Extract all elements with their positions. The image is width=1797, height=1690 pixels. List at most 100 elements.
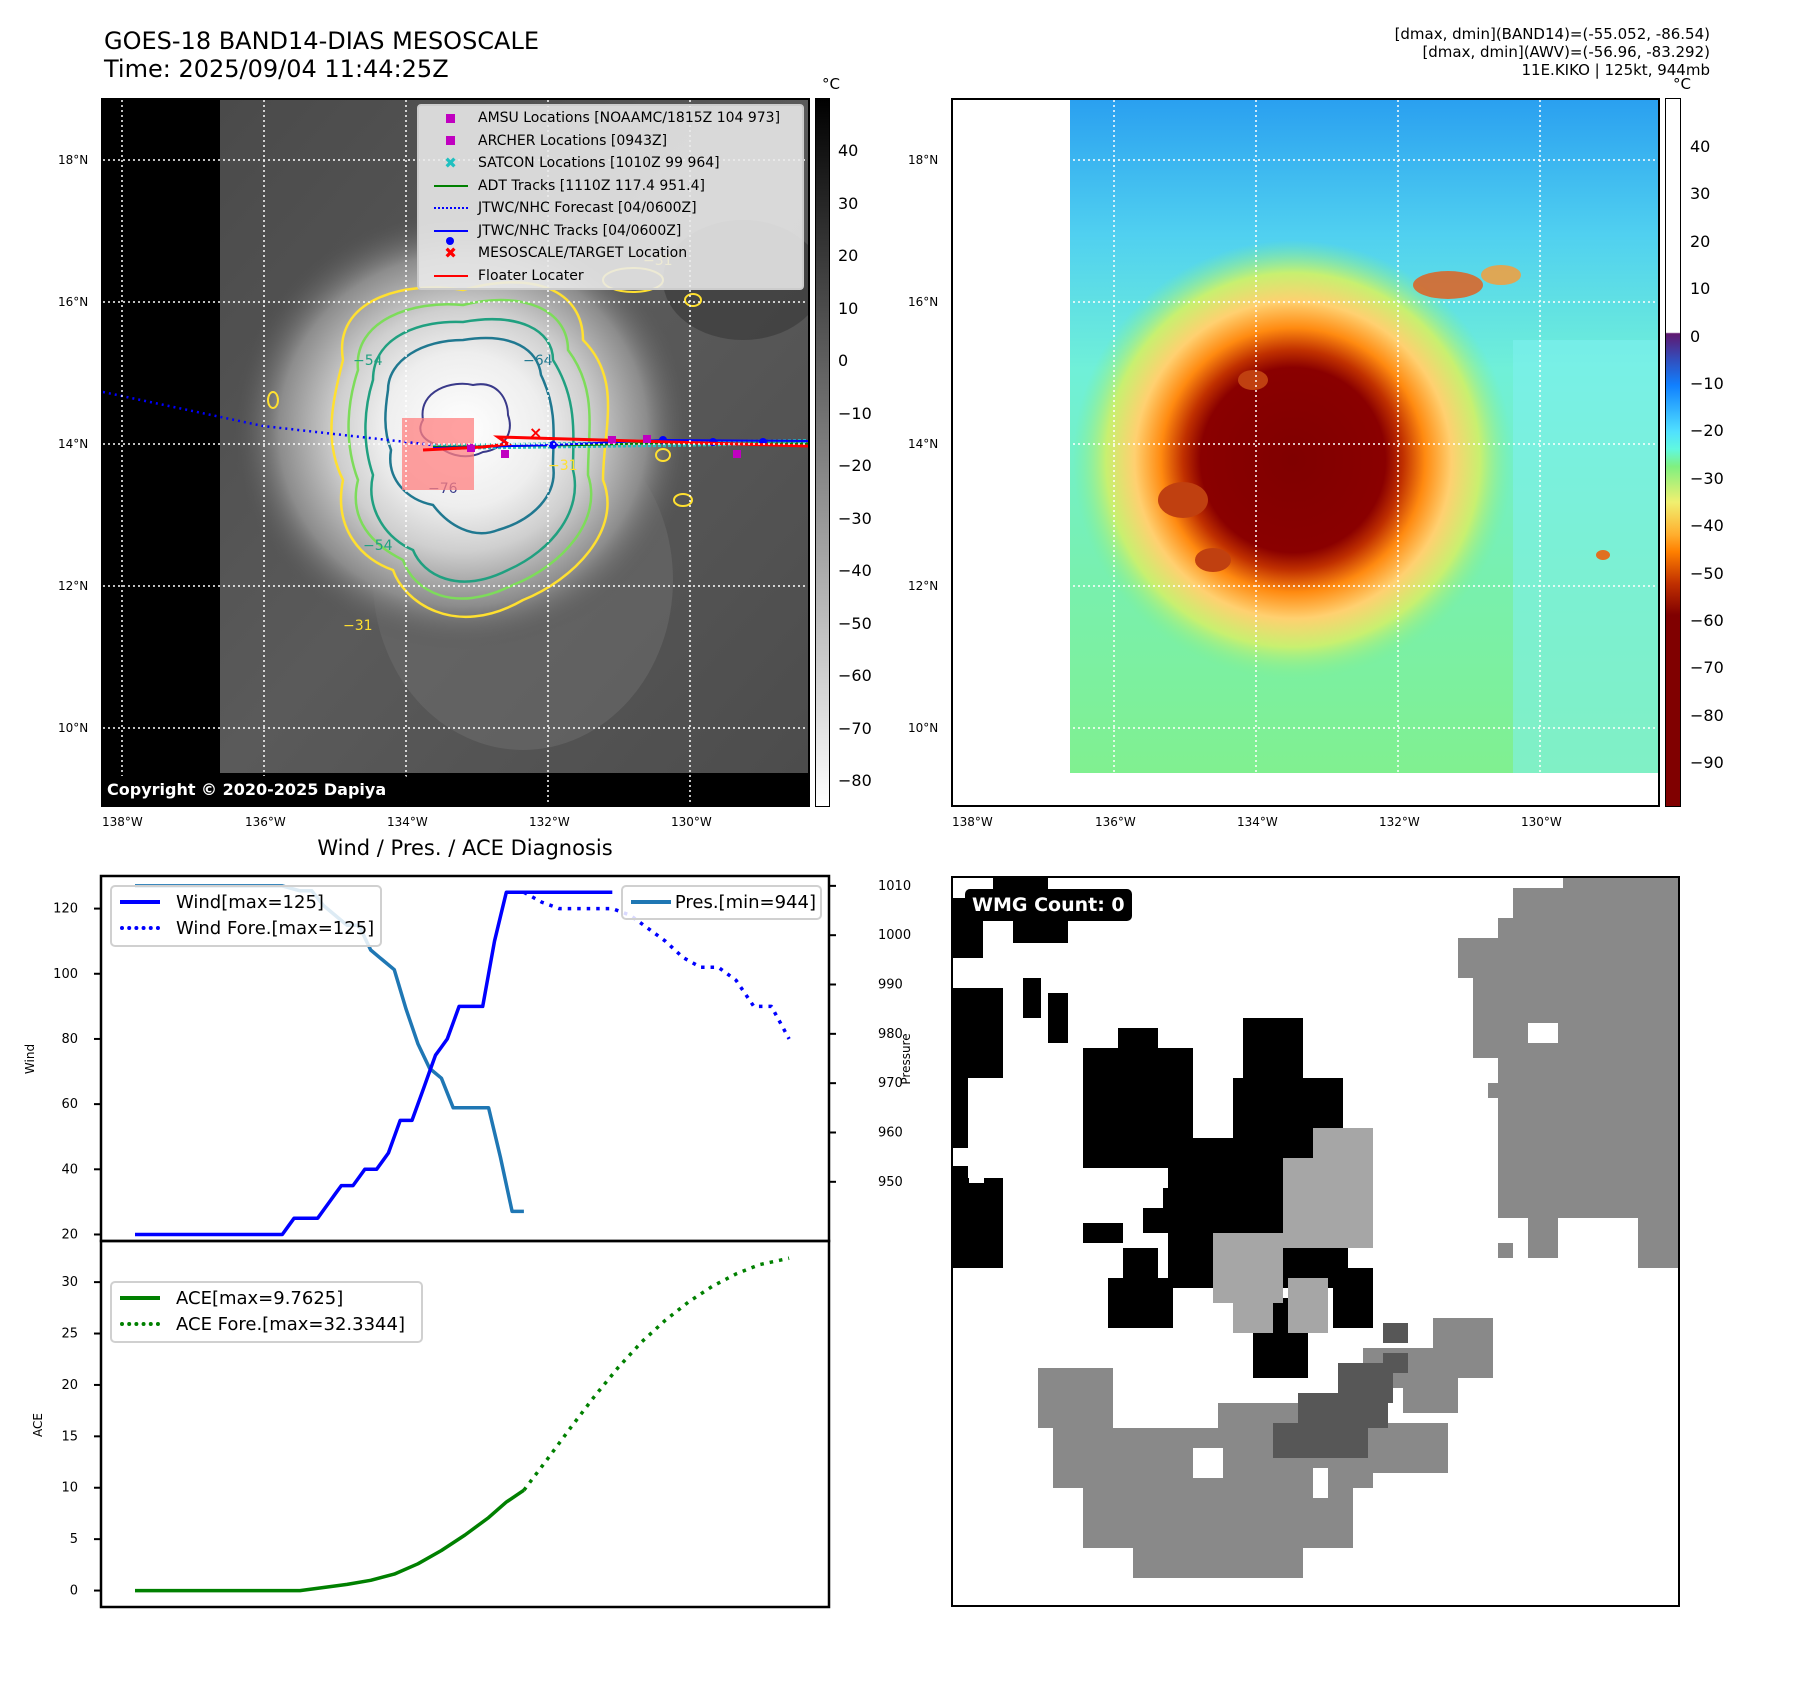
awv-map-panel — [951, 98, 1660, 807]
colorbar-tick-label: −10 — [1690, 374, 1724, 393]
line-icon — [433, 184, 468, 187]
colorbar-tick-label: 40 — [1690, 137, 1711, 156]
legend-item-wind-forecast: Wind Fore.[max=125] — [116, 915, 376, 941]
legend-item-ace-forecast: ACE Fore.[max=32.3344] — [116, 1311, 417, 1337]
lon-tick: 138°W — [952, 815, 993, 829]
ace-tick-label: 5 — [70, 1532, 78, 1547]
contour-label: −54 — [353, 353, 383, 369]
floater-box — [402, 418, 474, 490]
lon-tick: 132°W — [529, 815, 570, 829]
ace-plot-frame — [99, 1239, 831, 1609]
x-marker-icon: ✖ — [444, 154, 457, 173]
legend-item-wind: Wind[max=125] — [116, 889, 376, 915]
colorbar-unit: °C — [1673, 75, 1691, 93]
contour-minus64 — [384, 336, 555, 535]
colorbar-tick-label: 30 — [1690, 184, 1711, 204]
wind-tick-label: 20 — [61, 1227, 78, 1242]
wind-series-line — [135, 890, 613, 1237]
colorbar-tick-label: −40 — [1690, 516, 1724, 536]
storm-info-text: 11E.KIKO | 125kt, 944mb — [1521, 61, 1710, 79]
contour-minus54-outer — [347, 298, 593, 600]
colorbar-tick-label: −50 — [838, 613, 872, 633]
colorbar-tick-label: −20 — [1690, 421, 1724, 441]
lon-tick: 130°W — [1521, 815, 1562, 829]
legend-item-archer: ARCHER Locations [0943Z] — [423, 130, 798, 153]
lat-tick: 10°N — [908, 721, 939, 735]
legend-item-jtwc-forecast: JTWC/NHC Forecast [04/0600Z] — [423, 197, 798, 220]
lat-tick: 14°N — [908, 437, 939, 451]
lon-tick: 134°W — [387, 815, 428, 829]
line-icon — [120, 900, 160, 904]
colorbar-tick-label: −40 — [838, 561, 872, 580]
legend-item-amsu: AMSU Locations [NOAAMC/1815Z 104 973] — [423, 107, 798, 130]
band14-map-panel: −31 −54 −64 −76 −31 −54 −31 × — [101, 98, 810, 807]
legend-item-adt: ADT Tracks [1110Z 117.4 951.4] — [423, 175, 798, 198]
ace-legend: ACE[max=9.7625] ACE Fore.[max=32.3344] — [110, 1281, 423, 1343]
pressure-legend: Pres.[min=944] — [621, 885, 822, 920]
colorbar-tick-label: −30 — [838, 508, 872, 528]
colorbar-tick-label: −80 — [1690, 705, 1724, 725]
enhanced-colorbar — [1665, 98, 1681, 807]
pressure-tick-label: 1000 — [878, 928, 911, 943]
colorbar-tick-label: 20 — [1690, 231, 1711, 251]
lat-tick: 14°N — [58, 437, 89, 451]
pressure-tick-label: 960 — [878, 1125, 903, 1140]
colorbar-tick-label: 10 — [838, 298, 859, 318]
awv-range-text: [dmax, dmin](AWV)=(-56.96, -83.292) — [1422, 43, 1710, 61]
line-icon — [433, 274, 468, 277]
ace-series-line — [135, 1488, 525, 1593]
pressure-axis-label: Pressure — [899, 1033, 913, 1084]
dotted-line-icon — [120, 1322, 160, 1326]
dotted-line-icon — [120, 926, 160, 930]
lon-tick: 130°W — [671, 815, 712, 829]
colorbar-tick-label: −80 — [838, 771, 872, 790]
legend-item-mesoscale-target: ✖ MESOSCALE/TARGET Location — [423, 242, 798, 265]
wind-tick-label: 80 — [61, 1032, 78, 1047]
lat-tick: 18°N — [58, 153, 89, 167]
jtwc-forecast-track — [103, 390, 434, 447]
band14-range-text: [dmax, dmin](BAND14)=(-55.052, -86.54) — [1394, 25, 1710, 43]
legend-item-satcon: ✖ SATCON Locations [1010Z 99 964] — [423, 152, 798, 175]
lat-tick: 12°N — [58, 579, 89, 593]
awv-map-svg — [953, 100, 1658, 805]
wind-tick-label: 120 — [53, 902, 78, 917]
ace-tick-label: 25 — [61, 1327, 78, 1342]
ace-tick-label: 30 — [61, 1275, 78, 1290]
wmg-grid-svg — [953, 878, 1678, 1578]
pressure-tick-label: 980 — [878, 1027, 903, 1042]
lon-tick: 136°W — [1095, 815, 1136, 829]
ace-tick-label: 15 — [61, 1429, 78, 1444]
mesoscale-target-marker: × — [529, 423, 542, 442]
wmg-darkgray-cells — [1273, 1323, 1408, 1458]
colorbar-tick-label: 30 — [838, 193, 859, 213]
ace-tick-label: 10 — [61, 1481, 78, 1496]
colorbar-tick-label: −10 — [838, 403, 872, 423]
lat-tick: 18°N — [908, 153, 939, 167]
x-marker-icon: ✖ — [444, 244, 457, 263]
colorbar-tick-label: −60 — [838, 666, 872, 685]
wind-tick-label: 100 — [53, 967, 78, 982]
wind-forecast-series-line — [523, 890, 791, 1040]
line-dot-icon — [433, 229, 468, 232]
ace-axis-label: ACE — [31, 1413, 45, 1437]
pressure-tick-label: 950 — [878, 1175, 903, 1190]
line-icon — [631, 900, 671, 904]
lon-tick: 134°W — [1237, 815, 1278, 829]
lon-tick: 138°W — [102, 815, 143, 829]
storm-core-enhanced — [1073, 240, 1513, 680]
contour-minus54 — [364, 318, 577, 583]
wind-axis-label: Wind — [23, 1044, 37, 1074]
wind-legend: Wind[max=125] Wind Fore.[max=125] — [110, 885, 382, 947]
lat-tick: 10°N — [58, 721, 89, 735]
contour-label: −31 — [343, 618, 373, 634]
colorbar-tick-label: −30 — [1690, 468, 1724, 488]
wmg-lightgray-cells — [1213, 1128, 1373, 1333]
figure-time: Time: 2025/09/04 11:44:25Z — [104, 55, 449, 83]
contour-label: −31 — [548, 458, 578, 474]
square-marker-icon — [446, 113, 455, 123]
lat-tick: 16°N — [908, 295, 939, 309]
ace-forecast-series-line — [522, 1256, 790, 1492]
wind-tick-label: 40 — [61, 1162, 78, 1177]
colorbar-tick-label: −90 — [1690, 753, 1724, 773]
ace-tick-label: 0 — [70, 1584, 78, 1599]
